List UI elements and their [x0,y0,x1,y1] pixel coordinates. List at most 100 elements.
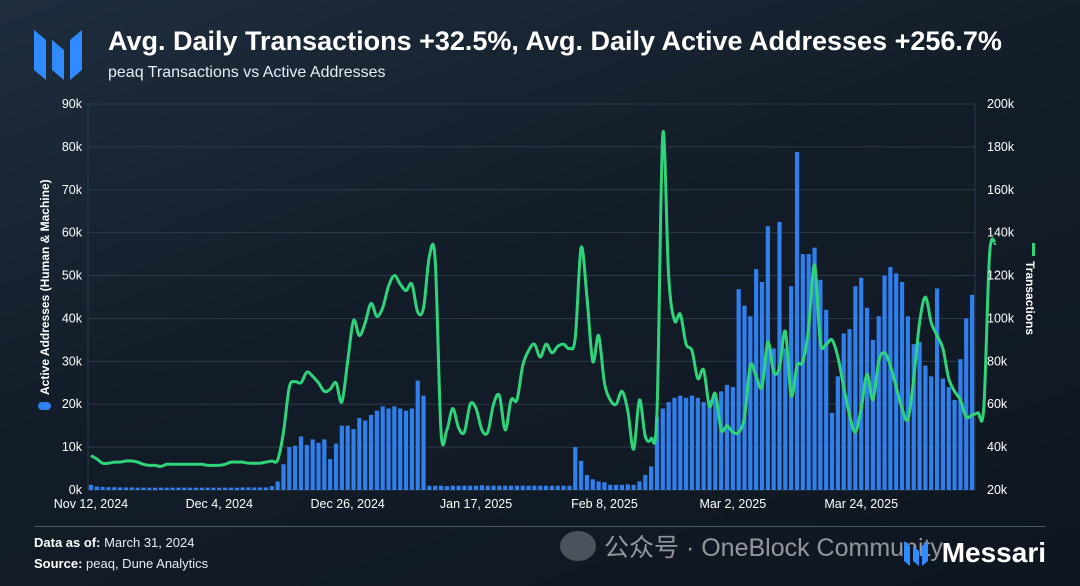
active-addresses-bar [147,487,152,490]
active-addresses-bar [223,487,228,490]
active-addresses-bar [368,414,374,490]
active-addresses-bar [800,254,805,490]
active-addresses-bar [316,442,321,490]
messari-brand-icon [903,541,928,566]
active-addresses-bar [794,152,800,491]
active-addresses-bar [456,485,461,490]
active-addresses-bar [421,395,426,490]
active-addresses-bar [724,384,730,490]
active-addresses-bar [508,485,514,490]
active-addresses-bar [164,487,169,490]
right-tick-label: 140k [987,226,1015,240]
x-tick-label: Mar 2, 2025 [699,497,766,511]
left-tick-label: 70k [62,183,83,197]
combo-chart: 0k 10k 20k 30k 40k 50k 60k 70k 80k 90k 20k 40k 60k 80… [38,97,1037,511]
active-addresses-bar [888,266,893,490]
active-addresses-bar [473,485,479,490]
active-addresses-bar [713,395,718,490]
watermark-text: 公众号 · OneBlock Community [604,534,943,562]
active-addresses-bar [468,485,473,490]
line-legend-swatch [1032,243,1035,256]
active-addresses-bar [153,487,158,490]
active-addresses-bar [882,275,887,490]
active-addresses-bar [188,487,193,490]
active-addresses-bar [859,277,864,490]
active-addresses-bar [252,487,257,490]
active-addresses-bar [497,485,502,490]
active-addresses-bar [479,485,484,490]
active-addresses-bar [462,485,467,490]
active-addresses-bar [427,485,432,490]
x-tick-label: Nov 12, 2024 [54,497,128,511]
active-addresses-bar [701,402,706,490]
active-addresses-bar [240,487,245,490]
active-addresses-bar [263,487,269,490]
active-addresses-bar [952,399,957,490]
left-axis-title: Active Addresses (Human & Machine) [38,179,52,410]
active-addresses-bar [514,485,520,490]
active-addresses-bar [969,294,975,490]
line-layer [90,129,997,468]
active-addresses-bar [929,376,934,490]
active-addresses-bar [228,487,234,490]
active-addresses-bar [899,281,905,490]
active-addresses-bar [170,487,175,490]
active-addresses-bar [905,316,910,490]
active-addresses-bar [736,289,741,490]
active-addresses-bar [579,460,584,490]
active-addresses-bar [614,484,619,490]
active-addresses-bar [707,399,712,490]
active-addresses-bar [351,429,356,490]
active-addresses-bar [689,395,695,490]
active-addresses-bar [94,486,99,490]
brand: Messari [902,537,1046,569]
active-addresses-bar [608,484,613,490]
right-tick-label: 200k [987,97,1015,111]
active-addresses-bar [870,339,875,490]
active-addresses-bar [532,485,537,490]
right-axis-label: Transactions [1023,261,1037,335]
active-addresses-bar [298,436,304,490]
right-tick-label: 20k [987,483,1008,497]
active-addresses-bar [392,406,397,490]
active-addresses-bar [357,417,362,490]
right-tick-label: 180k [987,140,1015,154]
source: Source: peaq, Dune Analytics [34,556,208,571]
left-tick-label: 10k [62,440,83,454]
axis-layer: 0k 10k 20k 30k 40k 50k 60k 70k 80k 90k 20k 40k 60k 80… [54,97,1015,511]
active-addresses-bar [205,487,210,490]
bar-legend-swatch [38,402,51,410]
active-addresses-bar [573,447,578,490]
active-addresses-bar [141,487,146,490]
active-addresses-bar [631,484,636,490]
active-addresses-bar [374,410,379,490]
active-addresses-bar [339,425,344,490]
bar-layer [88,152,975,491]
active-addresses-bar [322,439,327,490]
left-tick-label: 90k [62,97,83,111]
active-addresses-bar [123,487,129,490]
active-addresses-bar [666,402,671,490]
active-addresses-bar [438,485,444,490]
left-tick-label: 0k [69,483,83,497]
active-addresses-bar [590,479,595,490]
active-addresses-bar [742,305,747,490]
active-addresses-bar [812,247,817,490]
active-addresses-bar [450,485,455,490]
active-addresses-bar [403,410,409,490]
transactions-line [90,129,997,468]
active-addresses-bar [719,391,724,490]
active-addresses-bar [602,482,607,490]
data-as-of: Data as of: March 31, 2024 [34,535,194,550]
active-addresses-bar [258,487,263,490]
right-tick-label: 160k [987,183,1015,197]
active-addresses-bar [940,378,945,490]
left-tick-label: 80k [62,140,83,154]
active-addresses-bar [596,481,601,490]
active-addresses-bar [783,348,788,490]
active-addresses-bar [864,307,870,490]
active-addresses-bar [625,484,630,490]
data-as-of-label: Data as of: [34,535,101,550]
active-addresses-bar [520,485,525,490]
active-addresses-bar [129,487,134,490]
